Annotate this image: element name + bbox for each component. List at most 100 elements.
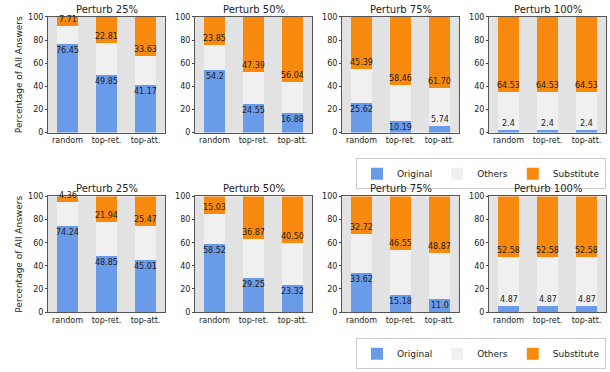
svg-text:80: 80 bbox=[180, 36, 190, 45]
svg-text:random: random bbox=[346, 136, 377, 145]
svg-text:58.52: 58.52 bbox=[203, 246, 226, 255]
svg-text:Perturb 25%: Perturb 25% bbox=[76, 183, 138, 194]
svg-text:100: 100 bbox=[175, 192, 190, 201]
svg-text:60: 60 bbox=[33, 59, 43, 68]
svg-text:16.88: 16.88 bbox=[281, 115, 304, 124]
svg-text:100: 100 bbox=[322, 192, 337, 201]
svg-text:15.03: 15.03 bbox=[203, 203, 226, 212]
svg-text:random: random bbox=[346, 316, 377, 325]
svg-text:top-att.: top-att. bbox=[278, 316, 308, 325]
svg-text:top-ret.: top-ret. bbox=[92, 136, 122, 145]
svg-text:5.74: 5.74 bbox=[431, 115, 449, 124]
svg-text:60: 60 bbox=[180, 59, 190, 68]
svg-text:0: 0 bbox=[185, 308, 190, 317]
svg-text:100: 100 bbox=[469, 13, 484, 22]
svg-text:0: 0 bbox=[479, 128, 484, 137]
svg-text:7.71: 7.71 bbox=[59, 15, 77, 24]
svg-text:20: 20 bbox=[474, 285, 484, 294]
svg-text:41.17: 41.17 bbox=[134, 87, 157, 96]
svg-text:52.58: 52.58 bbox=[536, 246, 559, 255]
svg-text:top-ret.: top-ret. bbox=[239, 136, 269, 145]
svg-text:Others: Others bbox=[477, 169, 508, 179]
svg-text:21.94: 21.94 bbox=[95, 211, 118, 220]
svg-text:33.62: 33.62 bbox=[350, 275, 373, 284]
svg-text:100: 100 bbox=[322, 13, 337, 22]
svg-text:64.53: 64.53 bbox=[497, 81, 520, 90]
svg-text:100: 100 bbox=[28, 192, 43, 201]
svg-text:top-att.: top-att. bbox=[425, 316, 455, 325]
svg-text:80: 80 bbox=[474, 36, 484, 45]
svg-text:48.87: 48.87 bbox=[428, 242, 451, 251]
svg-text:15.18: 15.18 bbox=[389, 297, 412, 306]
svg-text:0: 0 bbox=[479, 308, 484, 317]
svg-text:0: 0 bbox=[332, 308, 337, 317]
svg-text:40.50: 40.50 bbox=[281, 232, 304, 241]
svg-text:100: 100 bbox=[28, 13, 43, 22]
svg-text:Percentage of All Answers: Percentage of All Answers bbox=[14, 16, 24, 133]
svg-text:20: 20 bbox=[327, 105, 337, 114]
svg-text:80: 80 bbox=[180, 215, 190, 224]
svg-text:61.70: 61.70 bbox=[428, 77, 451, 86]
svg-text:25.47: 25.47 bbox=[134, 215, 157, 224]
svg-text:Perturb 75%: Perturb 75% bbox=[370, 183, 432, 194]
svg-text:11.0: 11.0 bbox=[431, 301, 449, 310]
svg-text:top-ret.: top-ret. bbox=[386, 136, 416, 145]
svg-text:49.85: 49.85 bbox=[95, 77, 118, 86]
svg-text:40: 40 bbox=[180, 262, 190, 271]
svg-text:48.85: 48.85 bbox=[95, 258, 118, 267]
svg-text:80: 80 bbox=[33, 215, 43, 224]
svg-text:Others: Others bbox=[477, 349, 508, 359]
svg-text:56.04: 56.04 bbox=[281, 71, 304, 80]
svg-text:60: 60 bbox=[327, 59, 337, 68]
svg-text:Perturb 50%: Perturb 50% bbox=[223, 183, 285, 194]
svg-text:top-ret.: top-ret. bbox=[533, 136, 563, 145]
svg-text:60: 60 bbox=[180, 239, 190, 248]
svg-text:Substitute: Substitute bbox=[553, 169, 600, 179]
svg-text:100: 100 bbox=[469, 192, 484, 201]
svg-text:Perturb 100%: Perturb 100% bbox=[514, 183, 582, 194]
svg-text:0: 0 bbox=[38, 308, 43, 317]
svg-text:60: 60 bbox=[327, 239, 337, 248]
svg-text:4.87: 4.87 bbox=[500, 295, 518, 304]
svg-text:80: 80 bbox=[474, 215, 484, 224]
svg-text:20: 20 bbox=[474, 105, 484, 114]
svg-text:2.4: 2.4 bbox=[580, 119, 593, 128]
svg-text:Perturb 25%: Perturb 25% bbox=[76, 4, 138, 15]
svg-text:33.63: 33.63 bbox=[134, 45, 157, 54]
svg-text:60: 60 bbox=[33, 239, 43, 248]
svg-text:23.85: 23.85 bbox=[203, 34, 226, 43]
svg-text:60: 60 bbox=[474, 239, 484, 248]
svg-text:74.24: 74.24 bbox=[56, 228, 79, 237]
svg-text:top-att.: top-att. bbox=[131, 136, 161, 145]
svg-text:25.62: 25.62 bbox=[350, 105, 373, 114]
svg-text:top-ret.: top-ret. bbox=[92, 316, 122, 325]
svg-text:20: 20 bbox=[327, 285, 337, 294]
svg-text:52.58: 52.58 bbox=[575, 246, 598, 255]
svg-text:top-att.: top-att. bbox=[572, 316, 602, 325]
svg-text:40: 40 bbox=[33, 262, 43, 271]
svg-text:top-ret.: top-ret. bbox=[386, 316, 416, 325]
svg-text:47.39: 47.39 bbox=[242, 61, 265, 70]
svg-text:45.01: 45.01 bbox=[134, 262, 157, 271]
svg-text:top-att.: top-att. bbox=[278, 136, 308, 145]
svg-text:40: 40 bbox=[474, 262, 484, 271]
svg-text:Perturb 75%: Perturb 75% bbox=[370, 4, 432, 15]
svg-text:80: 80 bbox=[327, 36, 337, 45]
svg-text:64.53: 64.53 bbox=[575, 81, 598, 90]
svg-text:Original: Original bbox=[397, 169, 432, 179]
svg-text:10.19: 10.19 bbox=[389, 123, 412, 132]
svg-text:45.39: 45.39 bbox=[350, 58, 373, 67]
svg-text:4.36: 4.36 bbox=[59, 191, 77, 200]
svg-text:Original: Original bbox=[397, 349, 432, 359]
svg-text:random: random bbox=[493, 136, 524, 145]
svg-text:Perturb 50%: Perturb 50% bbox=[223, 4, 285, 15]
svg-text:20: 20 bbox=[180, 285, 190, 294]
svg-text:58.46: 58.46 bbox=[389, 74, 412, 83]
svg-text:64.53: 64.53 bbox=[536, 81, 559, 90]
svg-text:40: 40 bbox=[33, 82, 43, 91]
svg-text:random: random bbox=[52, 136, 83, 145]
svg-text:random: random bbox=[52, 316, 83, 325]
svg-text:23.32: 23.32 bbox=[281, 287, 304, 296]
svg-text:40: 40 bbox=[180, 82, 190, 91]
svg-text:60: 60 bbox=[474, 59, 484, 68]
